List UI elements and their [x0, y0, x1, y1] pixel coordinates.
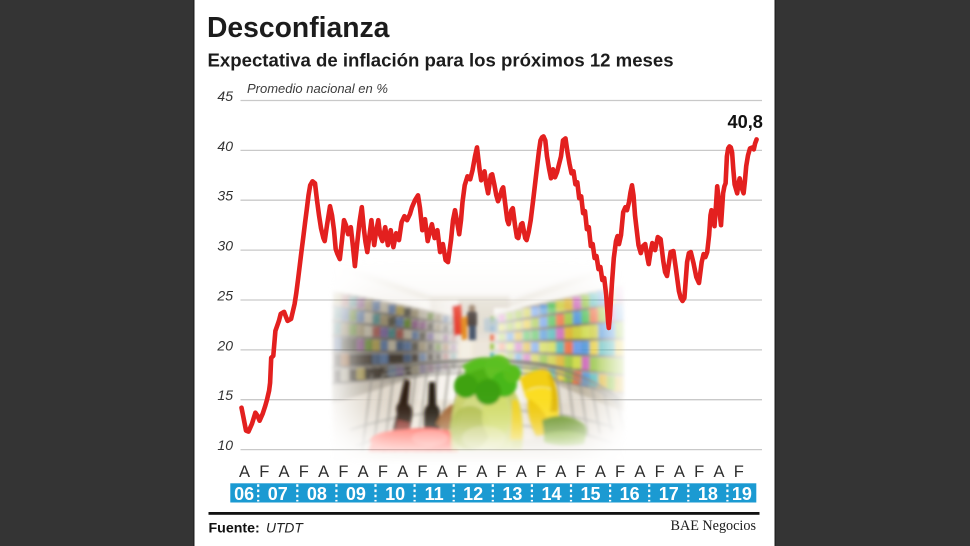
- svg-text:A: A: [239, 463, 250, 481]
- svg-text:17: 17: [659, 484, 679, 504]
- svg-text:A: A: [318, 463, 329, 481]
- svg-text:F: F: [338, 463, 348, 481]
- svg-text:F: F: [734, 463, 744, 481]
- svg-text:F: F: [378, 463, 388, 481]
- svg-text:F: F: [655, 463, 665, 481]
- svg-text:A: A: [634, 463, 645, 481]
- svg-text:F: F: [536, 463, 546, 481]
- svg-text:45: 45: [217, 88, 233, 104]
- svg-text:A: A: [397, 463, 408, 481]
- svg-text:15: 15: [217, 387, 233, 403]
- svg-text:A: A: [595, 463, 606, 481]
- svg-text:BAE Negocios: BAE Negocios: [670, 518, 756, 534]
- svg-text:Expectativa de inflación para: Expectativa de inflación para los próxim…: [208, 50, 674, 71]
- svg-text:F: F: [576, 463, 586, 481]
- svg-text:30: 30: [217, 238, 233, 254]
- svg-text:F: F: [694, 463, 704, 481]
- svg-text:13: 13: [502, 484, 522, 504]
- svg-text:Fuente:: Fuente:: [209, 520, 260, 536]
- svg-text:F: F: [259, 463, 269, 481]
- svg-text:15: 15: [580, 484, 600, 504]
- svg-text:A: A: [358, 463, 369, 481]
- svg-text:19: 19: [732, 484, 752, 504]
- svg-text:16: 16: [620, 484, 640, 504]
- svg-text:A: A: [476, 463, 487, 481]
- svg-text:F: F: [457, 463, 467, 481]
- svg-text:18: 18: [698, 484, 718, 504]
- svg-text:08: 08: [307, 484, 327, 504]
- svg-text:A: A: [437, 463, 448, 481]
- svg-text:F: F: [299, 463, 309, 481]
- svg-text:40,8: 40,8: [728, 112, 763, 132]
- svg-text:14: 14: [541, 484, 561, 504]
- svg-text:A: A: [713, 463, 724, 481]
- svg-text:Desconfianza: Desconfianza: [207, 11, 390, 43]
- svg-text:A: A: [278, 463, 289, 481]
- svg-text:10: 10: [217, 437, 233, 453]
- svg-text:07: 07: [268, 484, 288, 504]
- svg-text:F: F: [417, 463, 427, 481]
- svg-text:A: A: [555, 463, 566, 481]
- svg-text:06: 06: [234, 484, 254, 504]
- svg-text:A: A: [674, 463, 685, 481]
- svg-text:20: 20: [216, 337, 233, 353]
- svg-text:F: F: [496, 463, 506, 481]
- svg-text:UTDT: UTDT: [266, 520, 304, 535]
- svg-text:Promedio nacional en %: Promedio nacional en %: [247, 81, 388, 96]
- svg-text:09: 09: [346, 484, 366, 504]
- svg-text:A: A: [516, 463, 527, 481]
- svg-text:F: F: [615, 463, 625, 481]
- svg-text:10: 10: [385, 484, 405, 504]
- svg-text:25: 25: [216, 288, 233, 304]
- svg-text:35: 35: [217, 188, 233, 204]
- svg-text:11: 11: [425, 484, 444, 504]
- svg-text:40: 40: [217, 138, 233, 154]
- svg-text:12: 12: [463, 484, 483, 504]
